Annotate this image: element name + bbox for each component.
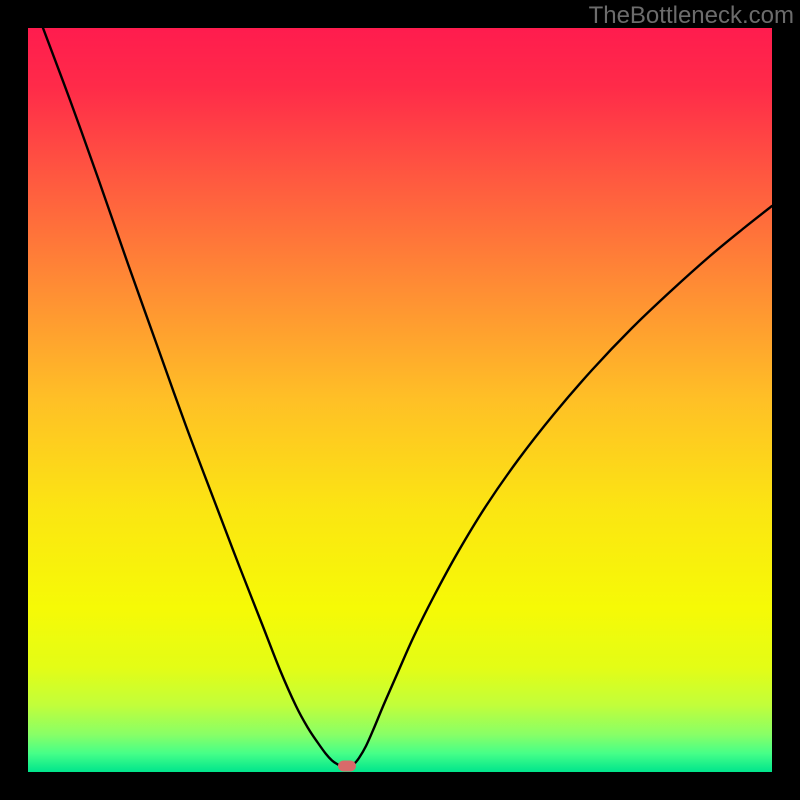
optimum-marker: [338, 761, 356, 772]
bottleneck-curve: [43, 28, 772, 767]
chart-plot-area: [28, 28, 772, 772]
chart-curve-svg: [28, 28, 772, 772]
watermark-text: TheBottleneck.com: [589, 2, 794, 30]
